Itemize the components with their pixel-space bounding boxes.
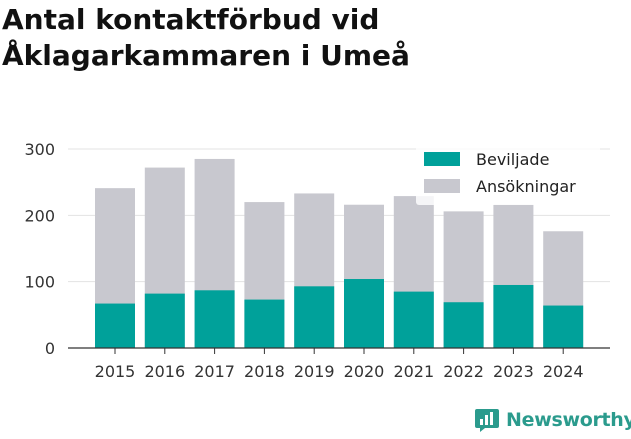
legend: Beviljade Ansökningar	[416, 143, 600, 205]
chart-title: Antal kontaktförbud vid Åklagarkammaren …	[2, 3, 410, 72]
x-tick-label: 2024	[543, 362, 584, 381]
x-tick-label: 2019	[294, 362, 335, 381]
bar-beviljade-2017	[194, 290, 235, 348]
bar-beviljade-2019	[294, 286, 335, 348]
x-tick-label: 2023	[493, 362, 534, 381]
bar-beviljade-2021	[393, 291, 434, 348]
x-tick-label: 2021	[393, 362, 434, 381]
bar-beviljade-2022	[443, 302, 484, 348]
x-tick-label: 2017	[194, 362, 235, 381]
bar-beviljade-2024	[543, 305, 584, 348]
brand-name: Newsworthy	[506, 409, 631, 431]
bar-beviljade-2015	[95, 303, 135, 348]
brand-logo: Newsworthy	[474, 407, 631, 433]
x-tick-label: 2022	[443, 362, 484, 381]
bar-beviljade-2023	[493, 284, 534, 348]
x-tick-label: 2015	[95, 362, 136, 381]
bar-beviljade-2016	[144, 293, 185, 348]
bar-beviljade-2020	[344, 279, 384, 348]
y-axis: 0 100 200 300	[24, 140, 55, 358]
x-tick-label: 2020	[344, 362, 385, 381]
y-tick-label: 300	[24, 140, 55, 159]
y-tick-label: 0	[45, 339, 55, 358]
y-tick-label: 100	[24, 273, 55, 292]
legend-swatch	[424, 152, 460, 166]
legend-label: Beviljade	[476, 150, 549, 169]
bar-chart-logo-icon	[475, 409, 499, 432]
legend-label: Ansökningar	[476, 177, 576, 196]
x-tick-label: 2016	[144, 362, 185, 381]
y-tick-label: 200	[24, 206, 55, 225]
x-tick-label: 2018	[244, 362, 285, 381]
x-axis: 2015 2016 2017 2018 2019 2020 2021 2022 2023 2024	[68, 347, 610, 381]
legend-box	[416, 143, 600, 205]
bar-beviljade-2018	[244, 299, 285, 348]
bars	[95, 158, 584, 348]
legend-swatch	[424, 179, 460, 193]
